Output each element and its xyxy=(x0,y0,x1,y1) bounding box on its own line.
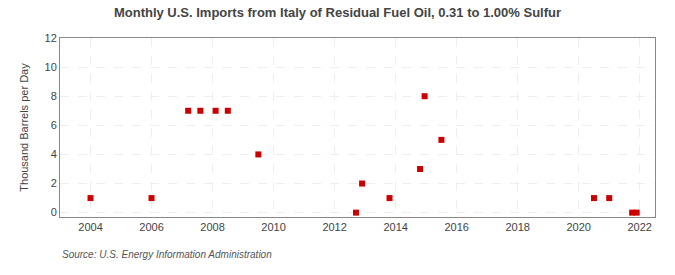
svg-text:2014: 2014 xyxy=(383,221,407,233)
svg-text:4: 4 xyxy=(51,148,57,160)
svg-text:0: 0 xyxy=(51,206,57,218)
svg-text:2016: 2016 xyxy=(444,221,468,233)
svg-text:2018: 2018 xyxy=(505,221,529,233)
svg-text:6: 6 xyxy=(51,119,57,131)
svg-text:2004: 2004 xyxy=(78,221,102,233)
svg-text:2022: 2022 xyxy=(627,221,651,233)
svg-text:12: 12 xyxy=(45,32,57,44)
svg-text:2020: 2020 xyxy=(566,221,590,233)
svg-text:2: 2 xyxy=(51,177,57,189)
svg-text:2010: 2010 xyxy=(261,221,285,233)
svg-text:8: 8 xyxy=(51,90,57,102)
svg-text:10: 10 xyxy=(45,61,57,73)
svg-text:Monthly U.S. Imports from Ital: Monthly U.S. Imports from Italy of Resid… xyxy=(114,5,561,20)
svg-text:2012: 2012 xyxy=(322,221,346,233)
svg-text:2008: 2008 xyxy=(200,221,224,233)
svg-text:2006: 2006 xyxy=(139,221,163,233)
svg-text:Source: U.S. Energy Informatio: Source: U.S. Energy Information Administ… xyxy=(62,249,272,260)
svg-text:Thousand Barrels per Day: Thousand Barrels per Day xyxy=(18,63,30,192)
